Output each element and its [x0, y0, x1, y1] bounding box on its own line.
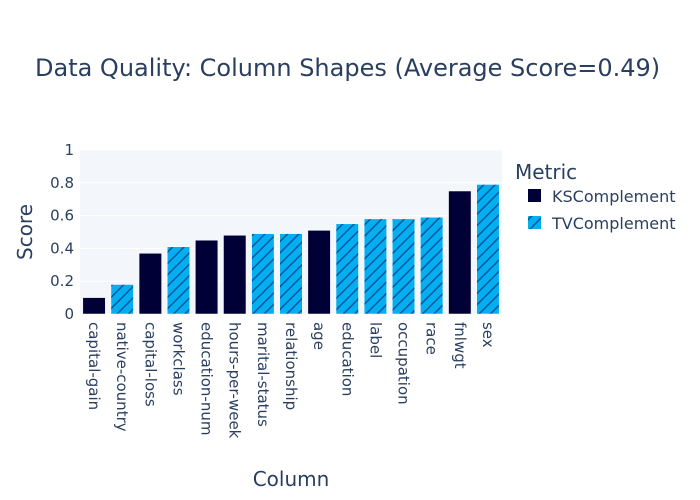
x-tick-label: workclass [169, 322, 187, 396]
bar-fnlwgt[interactable] [448, 190, 472, 315]
bars [82, 184, 500, 315]
bar-native-country[interactable] [110, 284, 134, 315]
y-tick-labels: 0 0.2 0.4 0.6 0.8 1 [50, 141, 74, 323]
x-tick-labels: capital-gain native-country capital-loss wo… [85, 322, 497, 439]
bar-race[interactable] [420, 216, 444, 315]
legend-title: Metric [515, 160, 577, 184]
bar-education[interactable] [335, 223, 359, 315]
bar-education-num[interactable] [195, 239, 219, 315]
bar-workclass[interactable] [166, 246, 190, 315]
x-tick-label: education [338, 322, 356, 396]
chart-title: Data Quality: Column Shapes (Average Sco… [35, 54, 660, 82]
x-tick-label: age [310, 322, 328, 350]
y-tick-label: 0.8 [50, 174, 74, 192]
bar-occupation[interactable] [392, 218, 416, 315]
legend-swatch-tvcomplement [528, 216, 541, 229]
legend-label-tvcomplement: TVComplement [551, 214, 676, 233]
x-tick-label: capital-loss [141, 322, 159, 407]
x-axis-title: Column [253, 467, 330, 491]
y-tick-label: 0.6 [50, 207, 74, 225]
y-axis-title: Score [13, 204, 37, 260]
x-tick-label: fnlwgt [451, 322, 469, 369]
legend-swatch-kscomplement [528, 189, 541, 202]
bar-hours-per-week[interactable] [223, 235, 247, 315]
x-tick-label: relationship [282, 322, 300, 410]
x-tick-label: native-country [113, 322, 131, 432]
bar-label[interactable] [363, 218, 387, 315]
x-tick-label: sex [479, 322, 497, 348]
bar-relationship[interactable] [279, 233, 303, 315]
x-tick-label: race [423, 322, 441, 355]
legend-label-kscomplement: KSComplement [552, 187, 675, 206]
x-tick-label: label [366, 322, 384, 358]
y-tick-label: 0.4 [50, 239, 74, 257]
x-tick-label: marital-status [254, 322, 272, 427]
y-tick-label: 0.2 [50, 272, 74, 290]
bar-sex[interactable] [476, 184, 500, 315]
legend: Metric KSComplement TVComplement [515, 160, 676, 233]
x-tick-label: occupation [395, 322, 413, 405]
y-tick-label: 1 [64, 141, 74, 159]
x-tick-label: education-num [198, 322, 216, 435]
x-tick-label: capital-gain [85, 322, 103, 410]
legend-item-kscomplement[interactable]: KSComplement [528, 187, 675, 206]
bar-capital-gain[interactable] [82, 297, 106, 315]
y-tick-label: 0 [64, 305, 74, 323]
bar-capital-loss[interactable] [138, 253, 162, 315]
legend-item-tvcomplement[interactable]: TVComplement [528, 214, 676, 233]
x-tick-label: hours-per-week [226, 322, 244, 439]
bar-age[interactable] [307, 230, 331, 315]
bar-marital-status[interactable] [251, 233, 275, 315]
